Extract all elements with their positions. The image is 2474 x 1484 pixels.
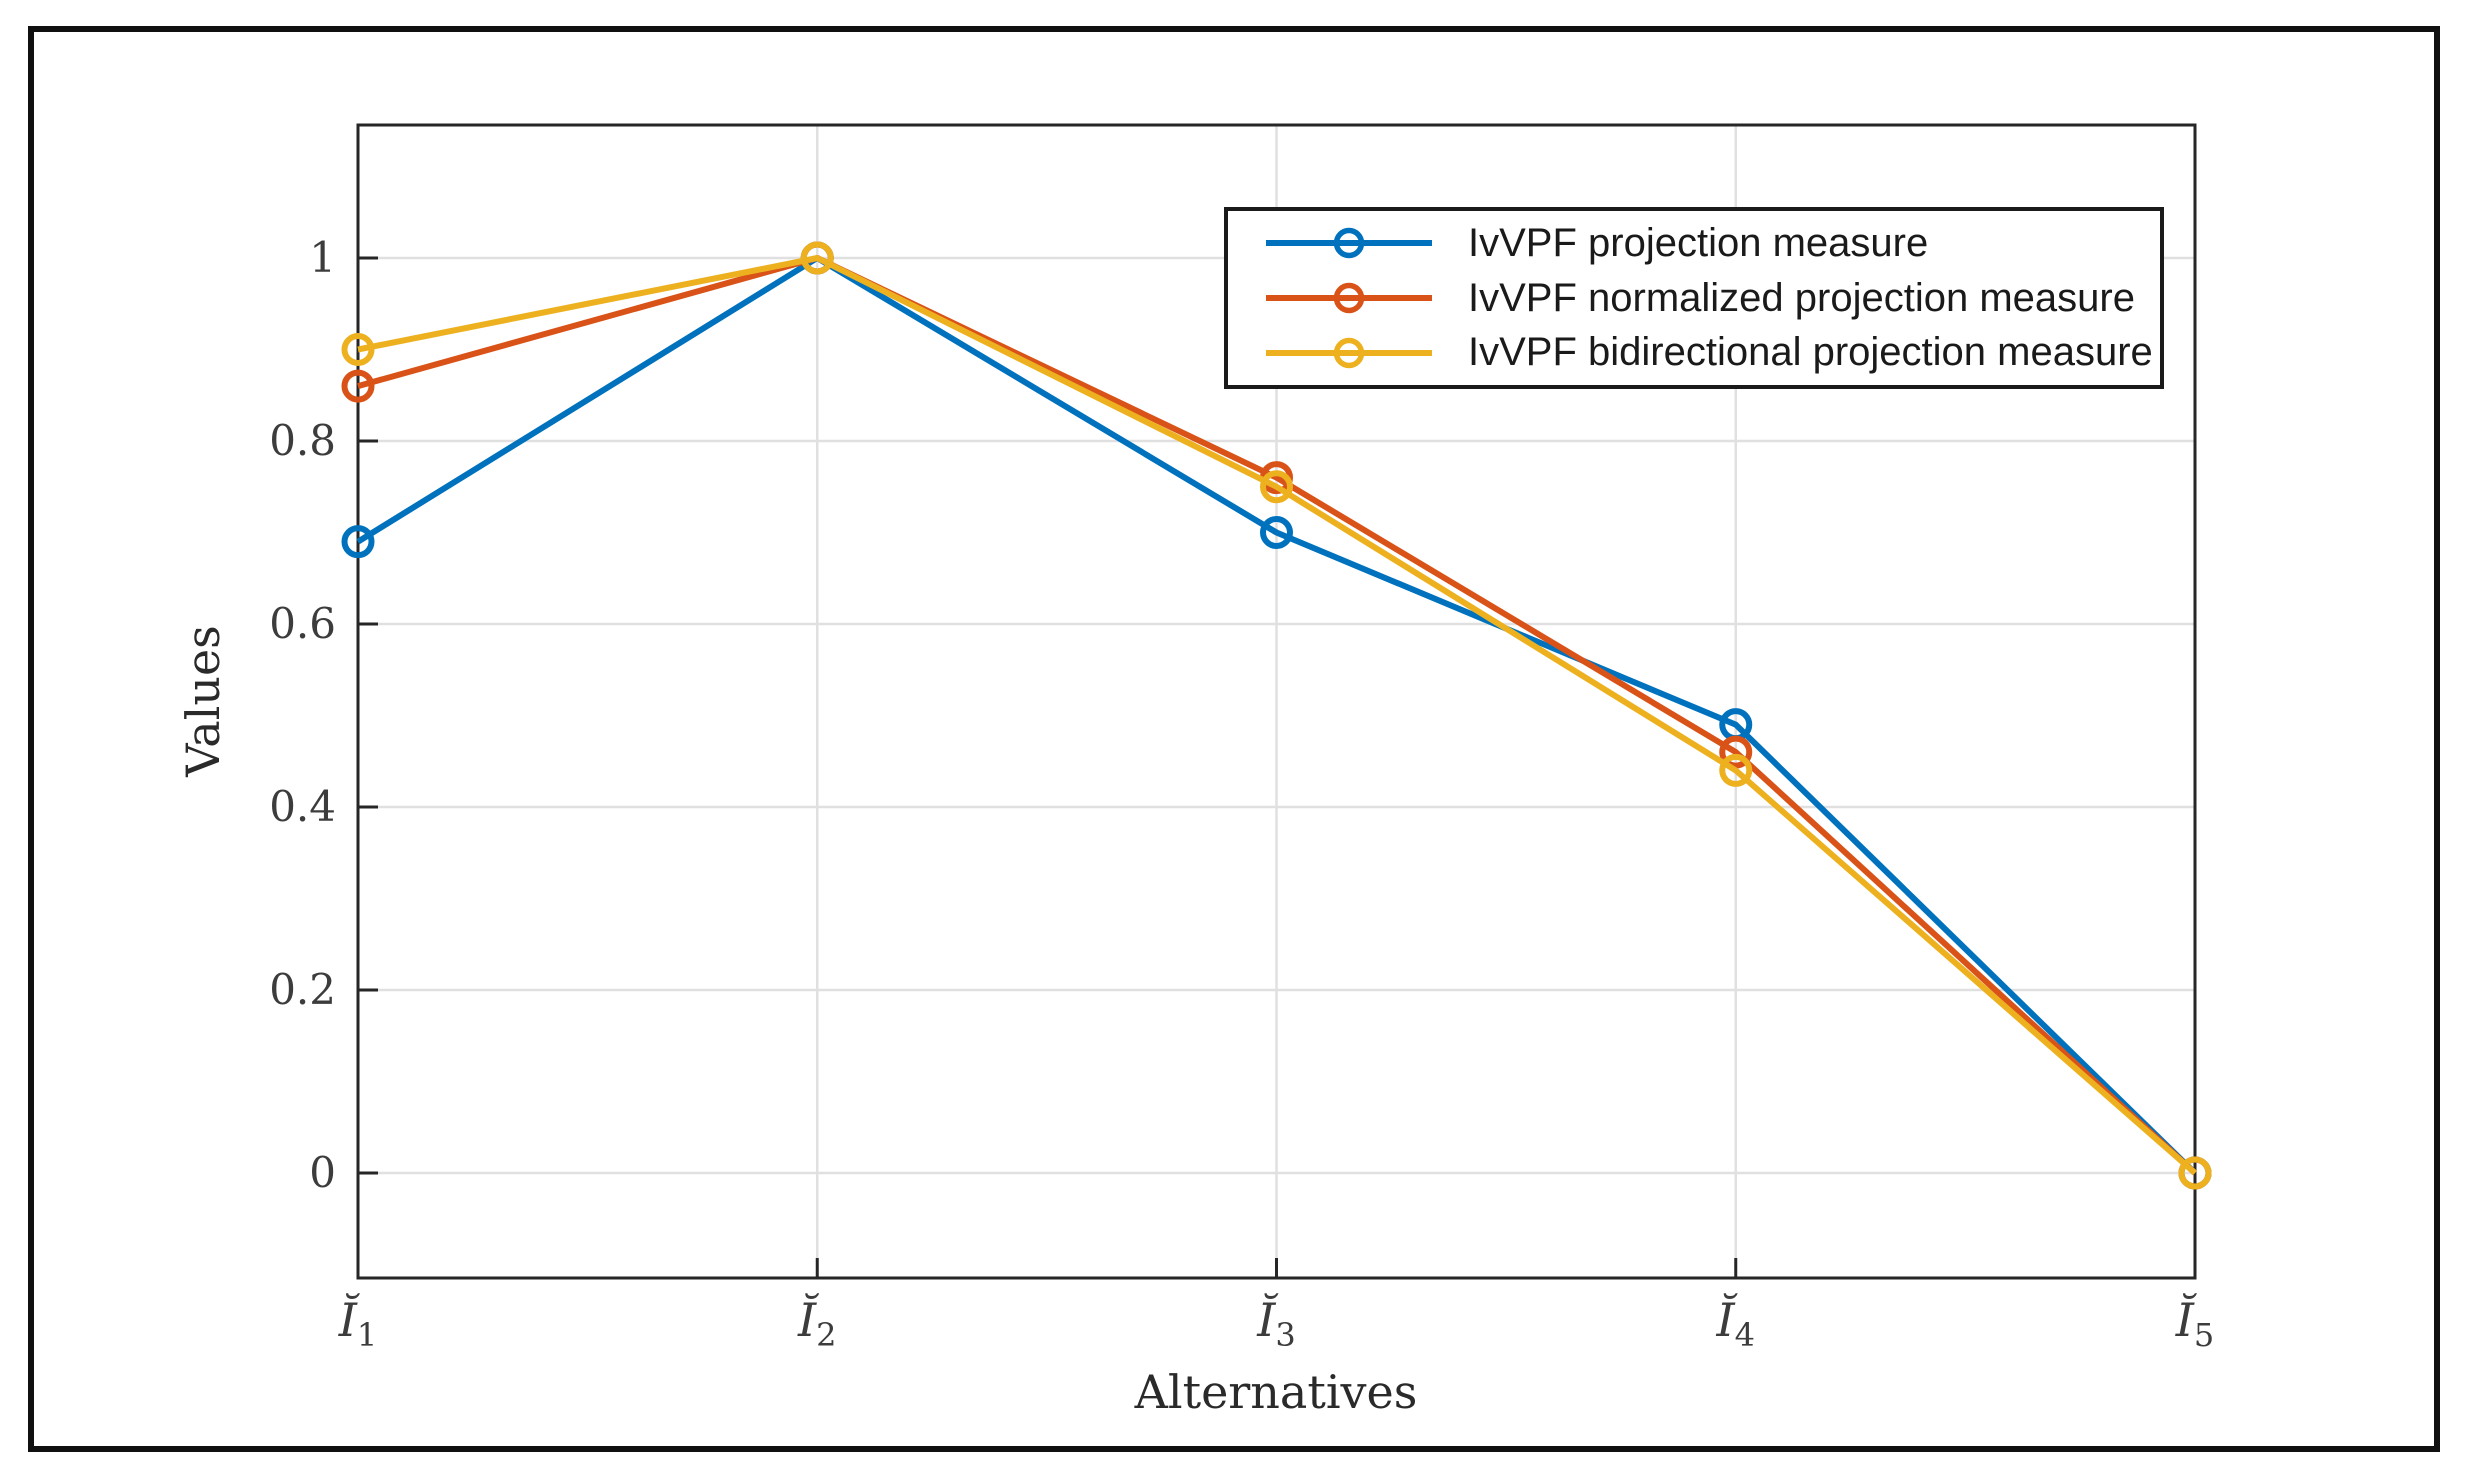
data-point-marker	[341, 525, 375, 559]
x-tick-label: Ĭ4	[1716, 1293, 1756, 1355]
data-point-marker	[1260, 470, 1293, 504]
data-point-marker	[1719, 753, 1753, 787]
x-tick-label: Ĭ3	[1257, 1293, 1296, 1355]
legend-item: IvVPF normalized projection measure	[1264, 276, 2160, 321]
series-line-2	[357, 255, 2197, 1176]
y-tick-label: 0.6	[269, 599, 336, 648]
legend-line-marker-icon	[1266, 282, 1432, 314]
legend-item-label: IvVPF normalized projection measure	[1468, 275, 2135, 320]
data-point-marker	[341, 369, 375, 403]
data-point-marker	[800, 241, 834, 275]
legend-line-marker-icon	[1266, 228, 1432, 259]
legend-line-marker-icon	[1266, 337, 1432, 368]
legend-item-label: IvVPF bidirectional projection measure	[1468, 330, 2153, 375]
data-point-marker	[1719, 735, 1753, 769]
y-tick-label: 0.8	[269, 416, 336, 465]
x-tick-label: Ĭ1	[338, 1293, 378, 1355]
legend-item: IvVPF bidirectional projection measure	[1264, 330, 2160, 375]
y-tick-label: 0.4	[269, 782, 336, 831]
y-axis-title: Values	[176, 625, 230, 777]
y-tick-label: 0.2	[269, 965, 336, 1014]
x-axis-title: Alternatives	[1134, 1365, 1418, 1419]
series-line-0	[356, 255, 2198, 1176]
data-point-marker	[2178, 1156, 2212, 1190]
x-tick-label: Ĭ5	[2175, 1293, 2215, 1355]
x-tick-label: Ĭ2	[797, 1293, 837, 1355]
data-point-marker	[341, 333, 375, 366]
data-point-marker	[1260, 516, 1293, 549]
legend: IvVPF projection measure IvVPF normalized…	[1224, 207, 2164, 389]
y-tick-label: 1	[309, 233, 336, 282]
legend-item: IvVPF projection measure	[1264, 221, 2160, 266]
series-line-1	[357, 255, 2198, 1176]
legend-item-label: IvVPF projection measure	[1468, 220, 1929, 265]
y-tick-label: 0	[309, 1148, 336, 1197]
